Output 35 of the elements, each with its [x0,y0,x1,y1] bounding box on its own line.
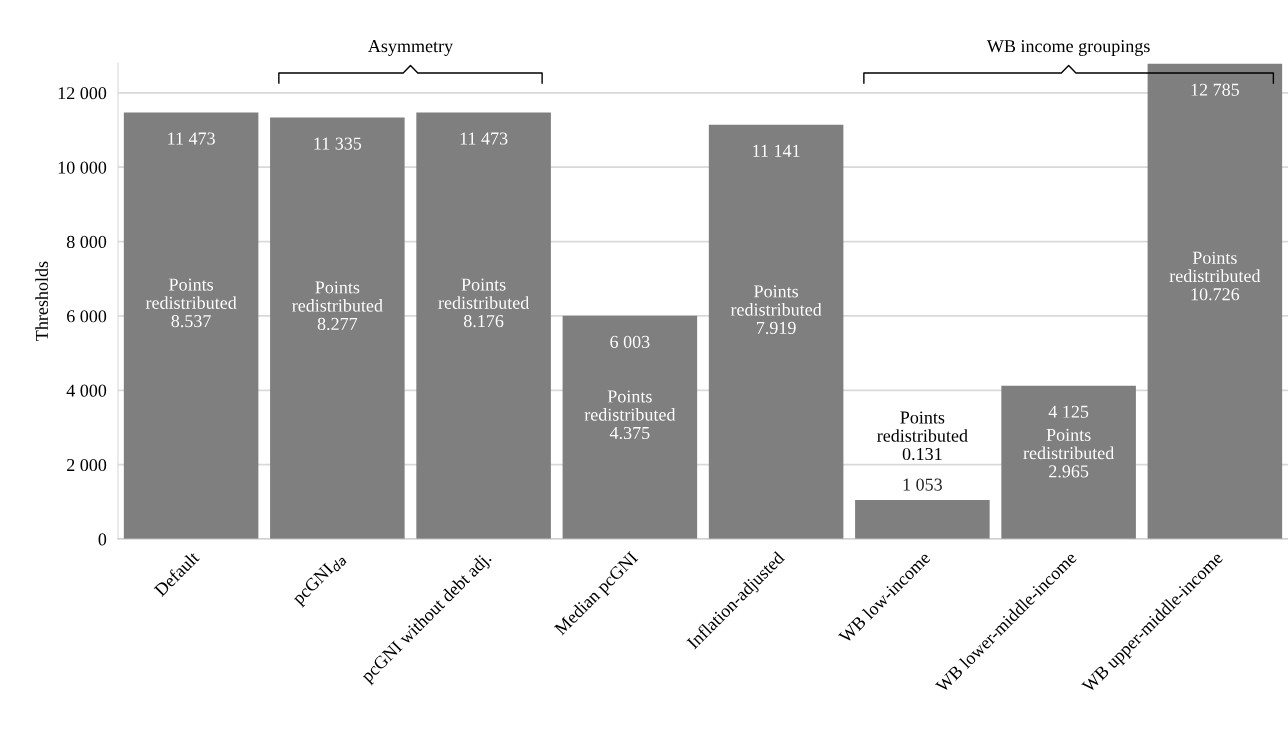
annotation: Points redistributed 8.277 [292,281,383,331]
annotation: Points redistributed 4.375 [584,390,676,440]
y-tick-label: 6 000 [67,310,107,323]
bar [855,499,990,540]
text: Asymmetry [368,40,454,56]
data-label: 1 053 [903,478,942,491]
x-tick-label: pcGNI$_{da}$ [291,551,348,608]
y-tick-label: 0 [98,533,107,546]
text: WB income groupings [986,40,1150,56]
bar [1001,385,1136,540]
annotation: Points redistributed 8.537 [145,278,237,328]
data-label: 11 473 [460,132,508,145]
annotation: Points redistributed 10.726 [1169,251,1261,301]
y-tick-label: 2 000 [67,458,107,472]
bar [416,112,551,540]
y-axis-title: Thresholds [35,261,48,341]
data-label: 12 785 [1191,83,1239,96]
data-label: 11 473 [168,132,215,145]
y-tick-label: 4 000 [66,384,107,397]
bar [123,112,259,540]
data-label: 6 003 [610,335,650,348]
data-label: 11 141 [753,144,800,157]
annotation: Points redistributed 0.131 [877,411,968,461]
y-tick-label: 10 000 [58,161,107,174]
annotation: Points redistributed 7.919 [730,285,822,335]
data-label: 4 125 [1048,405,1089,418]
bar [708,124,844,540]
data-label: 11 335 [314,137,362,150]
bar [1147,63,1283,540]
annotation: Points redistributed 2.965 [1023,428,1115,478]
bar [270,117,405,540]
y-tick-label: 12 000 [58,87,107,100]
bar [562,315,698,540]
annotation: Points redistributed 8.176 [438,278,530,328]
y-tick-label: 8 000 [66,235,107,248]
